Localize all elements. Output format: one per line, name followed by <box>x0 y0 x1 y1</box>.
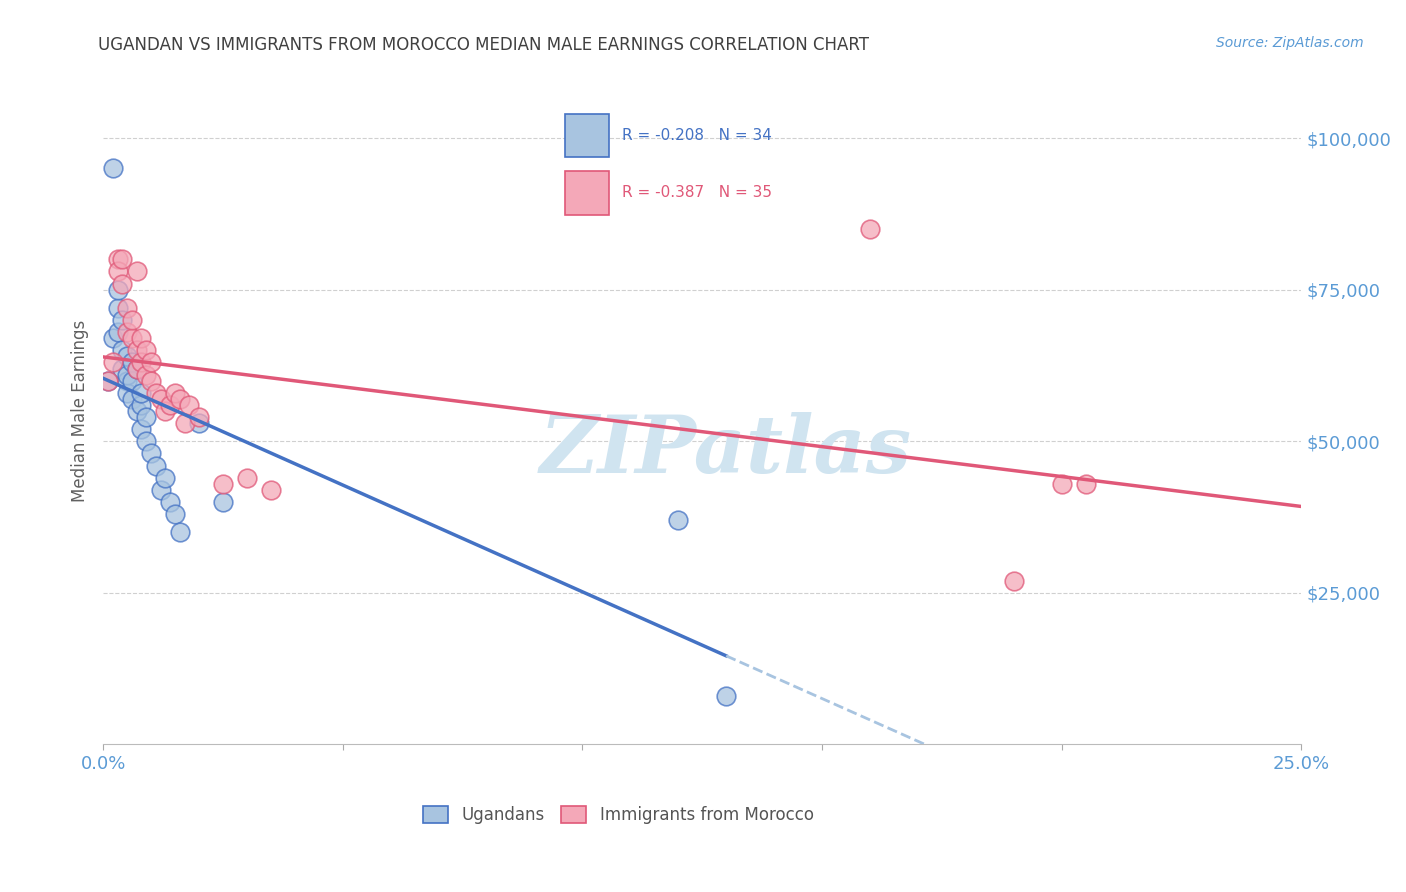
Point <box>107 264 129 278</box>
Point <box>115 325 138 339</box>
Point <box>135 434 157 449</box>
Point <box>149 392 172 406</box>
Point <box>107 252 129 267</box>
Point <box>111 361 134 376</box>
Text: ZIPatlas: ZIPatlas <box>540 412 912 490</box>
Point <box>135 343 157 358</box>
Point <box>121 331 143 345</box>
Point <box>131 355 153 369</box>
Point <box>163 385 186 400</box>
Point <box>125 361 148 376</box>
Point <box>260 483 283 497</box>
Point <box>131 331 153 345</box>
Point <box>163 507 186 521</box>
Point <box>188 416 211 430</box>
Point <box>115 385 138 400</box>
Point <box>173 416 195 430</box>
Point <box>236 471 259 485</box>
Point <box>135 410 157 425</box>
Point <box>121 374 143 388</box>
Point <box>115 350 138 364</box>
Y-axis label: Median Male Earnings: Median Male Earnings <box>72 320 89 502</box>
Point <box>115 374 138 388</box>
Point <box>125 404 148 418</box>
Point <box>135 368 157 382</box>
Point <box>121 392 143 406</box>
Point <box>145 385 167 400</box>
Point <box>107 325 129 339</box>
Text: Source: ZipAtlas.com: Source: ZipAtlas.com <box>1216 36 1364 50</box>
Point <box>121 313 143 327</box>
Point <box>131 385 153 400</box>
Point <box>107 283 129 297</box>
Point <box>111 313 134 327</box>
Point <box>131 398 153 412</box>
Point <box>188 410 211 425</box>
Point <box>131 422 153 436</box>
Point <box>97 374 120 388</box>
Point <box>1002 574 1025 588</box>
Point <box>97 374 120 388</box>
Point <box>111 343 134 358</box>
Point <box>101 161 124 176</box>
Point <box>125 343 148 358</box>
Point <box>155 404 177 418</box>
Point <box>101 331 124 345</box>
Point <box>212 495 235 509</box>
Point <box>169 392 191 406</box>
Point <box>666 513 689 527</box>
Point <box>155 471 177 485</box>
Point <box>212 476 235 491</box>
Point <box>107 301 129 315</box>
Point <box>859 222 882 236</box>
Point <box>101 355 124 369</box>
Point <box>111 252 134 267</box>
Point <box>1074 476 1097 491</box>
Point <box>139 446 162 460</box>
Point <box>159 495 181 509</box>
Point <box>115 368 138 382</box>
Point <box>159 398 181 412</box>
Point <box>714 689 737 703</box>
Text: UGANDAN VS IMMIGRANTS FROM MOROCCO MEDIAN MALE EARNINGS CORRELATION CHART: UGANDAN VS IMMIGRANTS FROM MOROCCO MEDIA… <box>98 36 869 54</box>
Point <box>149 483 172 497</box>
Point <box>115 301 138 315</box>
Point <box>145 458 167 473</box>
Point <box>1050 476 1073 491</box>
Legend: Ugandans, Immigrants from Morocco: Ugandans, Immigrants from Morocco <box>416 799 820 831</box>
Point <box>125 361 148 376</box>
Point <box>169 525 191 540</box>
Point <box>139 355 162 369</box>
Point <box>121 355 143 369</box>
Point <box>179 398 201 412</box>
Point <box>139 374 162 388</box>
Point <box>111 277 134 291</box>
Point <box>125 264 148 278</box>
